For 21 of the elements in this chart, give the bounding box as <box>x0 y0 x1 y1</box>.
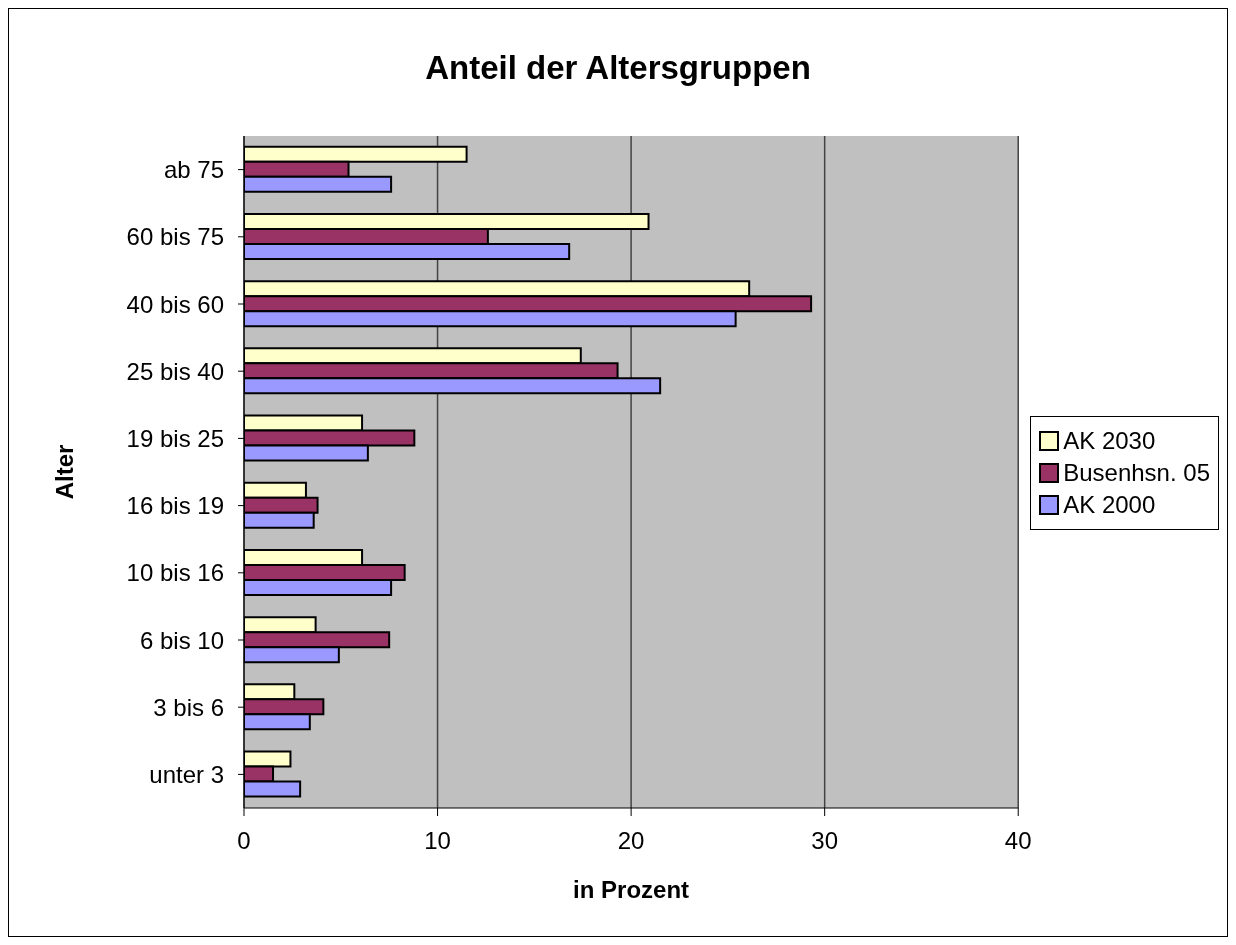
x-axis-title: in Prozent <box>573 876 690 903</box>
y-tick-label: 10 bis 16 <box>126 559 224 587</box>
x-tick-label: 30 <box>811 827 839 855</box>
y-tick-label: unter 3 <box>149 760 224 788</box>
y-tick-label: 6 bis 10 <box>139 626 224 654</box>
y-tick-label: 60 bis 75 <box>126 223 224 251</box>
y-tick-label: 3 bis 6 <box>153 693 224 721</box>
y-tick-label: 19 bis 25 <box>126 424 224 452</box>
y-tick-label: 40 bis 60 <box>126 290 224 318</box>
x-tick-label: 20 <box>617 827 645 855</box>
x-tick-label: 40 <box>1004 827 1032 855</box>
y-tick-label: 25 bis 40 <box>126 357 224 385</box>
legend-label: Busenhsn. 05 <box>1063 458 1210 487</box>
legend-label: AK 2000 <box>1063 490 1156 519</box>
x-tick-label: 0 <box>237 827 251 855</box>
y-tick-label: ab 75 <box>163 156 224 184</box>
chart-title: Anteil der Altersgruppen <box>424 49 812 87</box>
y-tick-label: 16 bis 19 <box>126 492 224 520</box>
y-axis-title: Alter <box>50 444 78 500</box>
legend-label: AK 2030 <box>1063 426 1156 455</box>
x-tick-label: 10 <box>424 827 451 855</box>
